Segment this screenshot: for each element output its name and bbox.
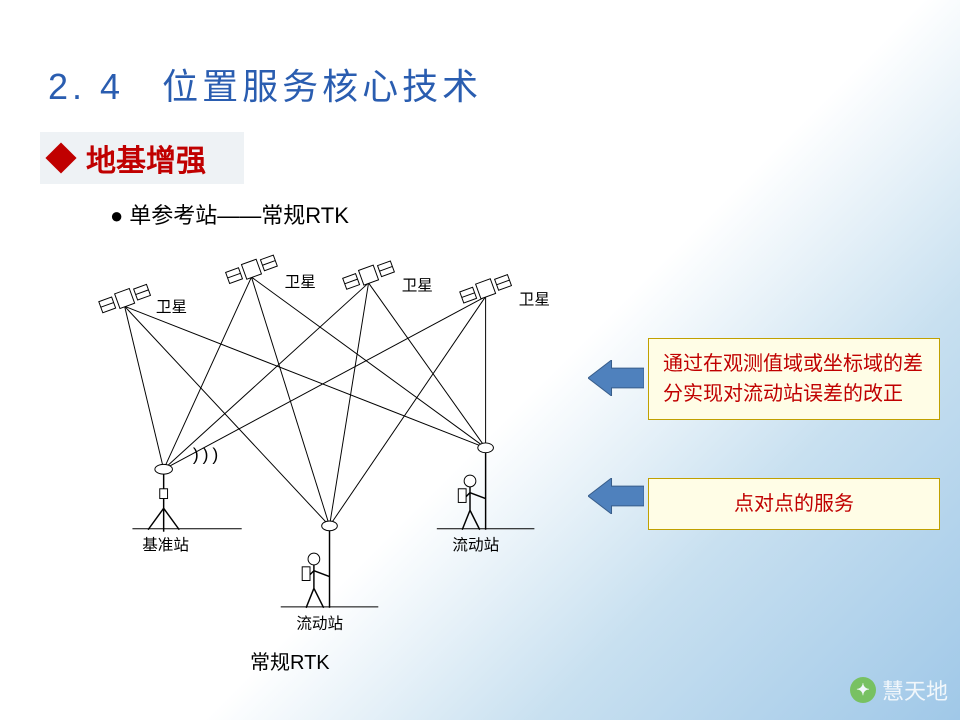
title-number: 2. 4 [48, 66, 124, 107]
slide-title: 2. 4 位置服务核心技术 [48, 58, 482, 110]
callout-text: 通过在观测值域或坐标域的差分实现对流动站误差的改正 [663, 353, 923, 405]
svg-text:基准站: 基准站 [142, 536, 189, 554]
diagram-caption: 常规RTK [250, 646, 330, 675]
arrow-left-icon [588, 478, 644, 514]
svg-text:卫星: 卫星 [285, 274, 316, 291]
rtk-diagram: 卫星卫星卫星卫星基准站流动站流动站))) [40, 240, 580, 640]
watermark-text: 慧天地 [882, 674, 948, 706]
svg-text:卫星: 卫星 [156, 299, 187, 316]
svg-text:卫星: 卫星 [402, 278, 433, 295]
svg-text:): ) [193, 444, 199, 464]
bullet-line: 单参考站——常规RTK [110, 198, 349, 230]
arrow-left-icon [588, 360, 644, 396]
callout-box: 点对点的服务 [648, 478, 940, 530]
title-text: 位置服务核心技术 [162, 66, 482, 107]
diamond-icon [45, 142, 76, 173]
svg-text:流动站: 流动站 [296, 614, 343, 632]
callout-text: 点对点的服务 [734, 493, 854, 515]
svg-text:流动站: 流动站 [452, 536, 499, 554]
svg-text:卫星: 卫星 [519, 291, 550, 308]
svg-text:): ) [203, 444, 209, 464]
callout-box: 通过在观测值域或坐标域的差分实现对流动站误差的改正 [648, 338, 940, 420]
wechat-icon: ✦ [850, 677, 876, 703]
subhead-text: 地基增强 [86, 136, 206, 180]
watermark: ✦ 慧天地 [850, 674, 948, 706]
section-subhead: 地基增强 [40, 132, 244, 184]
svg-text:): ) [212, 444, 218, 464]
